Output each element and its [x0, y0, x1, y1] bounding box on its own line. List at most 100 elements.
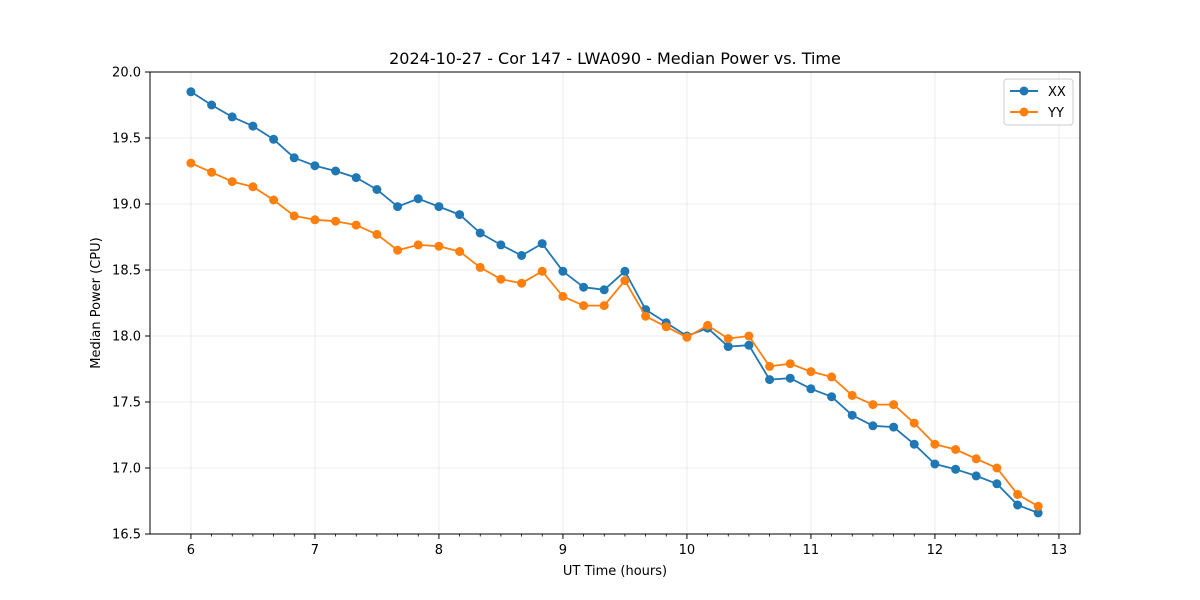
data-point-xx [889, 422, 899, 432]
data-point-xx [310, 161, 320, 171]
data-point-yy [868, 400, 878, 410]
data-point-yy [889, 400, 899, 410]
data-point-xx [765, 375, 775, 385]
data-point-yy [186, 158, 196, 168]
data-point-xx [475, 228, 485, 238]
data-point-xx [1013, 500, 1023, 510]
data-point-yy [785, 359, 795, 369]
data-point-yy [599, 301, 609, 311]
data-point-yy [992, 463, 1002, 473]
x-axis-label: UT Time (hours) [563, 564, 667, 579]
data-point-xx [806, 384, 816, 394]
data-point-yy [537, 266, 547, 276]
data-point-yy [269, 195, 279, 205]
data-point-xx [558, 266, 568, 276]
data-point-xx [269, 134, 279, 144]
y-tick-label: 20.0 [112, 66, 141, 81]
data-point-yy [475, 262, 485, 272]
x-tick-label: 7 [311, 543, 319, 558]
data-point-yy [351, 220, 361, 230]
data-point-xx [909, 439, 919, 449]
x-tick-label: 9 [559, 543, 567, 558]
data-point-xx [393, 202, 403, 212]
data-point-yy [496, 274, 506, 284]
data-point-xx [620, 266, 630, 276]
data-point-yy [1013, 489, 1023, 499]
data-point-yy [951, 445, 961, 454]
data-point-xx [372, 185, 382, 194]
data-point-yy [909, 418, 919, 428]
y-tick-label: 19.5 [112, 132, 141, 147]
data-point-yy [227, 177, 237, 187]
legend-yy-marker [1019, 107, 1029, 117]
data-point-yy [620, 276, 630, 286]
data-point-xx [971, 471, 981, 481]
data-point-yy [310, 215, 320, 225]
data-point-yy [558, 291, 568, 301]
data-point-yy [517, 278, 527, 288]
x-tick-label: 11 [803, 543, 820, 558]
data-point-xx [785, 373, 795, 383]
data-point-xx [289, 153, 299, 163]
data-point-yy [744, 331, 754, 341]
y-tick-label: 16.5 [112, 528, 141, 543]
data-point-yy [661, 322, 671, 332]
grid [150, 71, 1080, 535]
data-point-xx [227, 112, 237, 122]
data-point-xx [744, 340, 754, 350]
x-tick-label: 12 [927, 543, 944, 558]
x-tick-label: 10 [679, 543, 696, 558]
legend-yy-label: YY [1047, 106, 1064, 121]
y-tick-label: 19.0 [112, 198, 141, 213]
data-point-yy [372, 229, 382, 239]
data-point-xx [723, 342, 733, 352]
data-point-yy [930, 439, 940, 449]
data-point-xx [537, 239, 547, 249]
data-point-yy [413, 240, 423, 250]
data-point-xx [992, 479, 1002, 489]
series-line-xx [190, 91, 1039, 514]
data-point-yy [827, 372, 837, 382]
data-point-xx [930, 459, 940, 469]
data-point-yy [723, 334, 733, 344]
data-point-yy [393, 245, 403, 255]
data-point-yy [248, 182, 258, 192]
data-point-yy [703, 320, 713, 330]
data-point-yy [682, 332, 692, 342]
data-point-xx [351, 173, 361, 183]
data-point-xx [599, 285, 609, 295]
data-point-xx [579, 282, 589, 292]
data-point-xx [951, 464, 961, 474]
data-point-xx [517, 251, 527, 260]
y-axis-label: Median Power (CPU) [89, 237, 104, 368]
x-tick-label: 6 [187, 543, 195, 558]
axes: 6 7 8 9 10 11 12 13 16.5 17.0 17.5 18.0 18.5 19.0 19.5… [112, 66, 1067, 559]
data-point-yy [765, 361, 775, 371]
legend-xx-label: XX [1048, 85, 1066, 100]
series-layer [186, 87, 1043, 518]
data-point-yy [806, 367, 816, 377]
y-tick-label: 18.5 [112, 264, 141, 279]
data-point-yy [434, 241, 444, 251]
data-point-yy [971, 454, 981, 464]
data-point-xx [455, 210, 465, 220]
legend: XX YY [1003, 78, 1074, 126]
data-point-xx [331, 166, 341, 176]
data-point-yy [579, 301, 589, 311]
data-point-yy [289, 211, 299, 221]
data-point-yy [207, 167, 217, 177]
chart-title: 2024-10-27 - Cor 147 - LWA090 - Median P… [389, 49, 841, 68]
y-tick-label: 18.0 [112, 330, 141, 345]
data-point-xx [868, 421, 878, 431]
data-point-xx [1033, 508, 1043, 518]
data-point-xx [207, 100, 217, 110]
data-point-xx [413, 194, 423, 204]
data-point-xx [186, 87, 196, 97]
data-point-xx [827, 392, 837, 402]
x-tick-label: 8 [435, 543, 443, 558]
y-tick-label: 17.0 [112, 462, 141, 477]
data-point-yy [641, 311, 651, 321]
data-point-yy [331, 216, 341, 226]
x-tick-label: 13 [1051, 543, 1068, 558]
